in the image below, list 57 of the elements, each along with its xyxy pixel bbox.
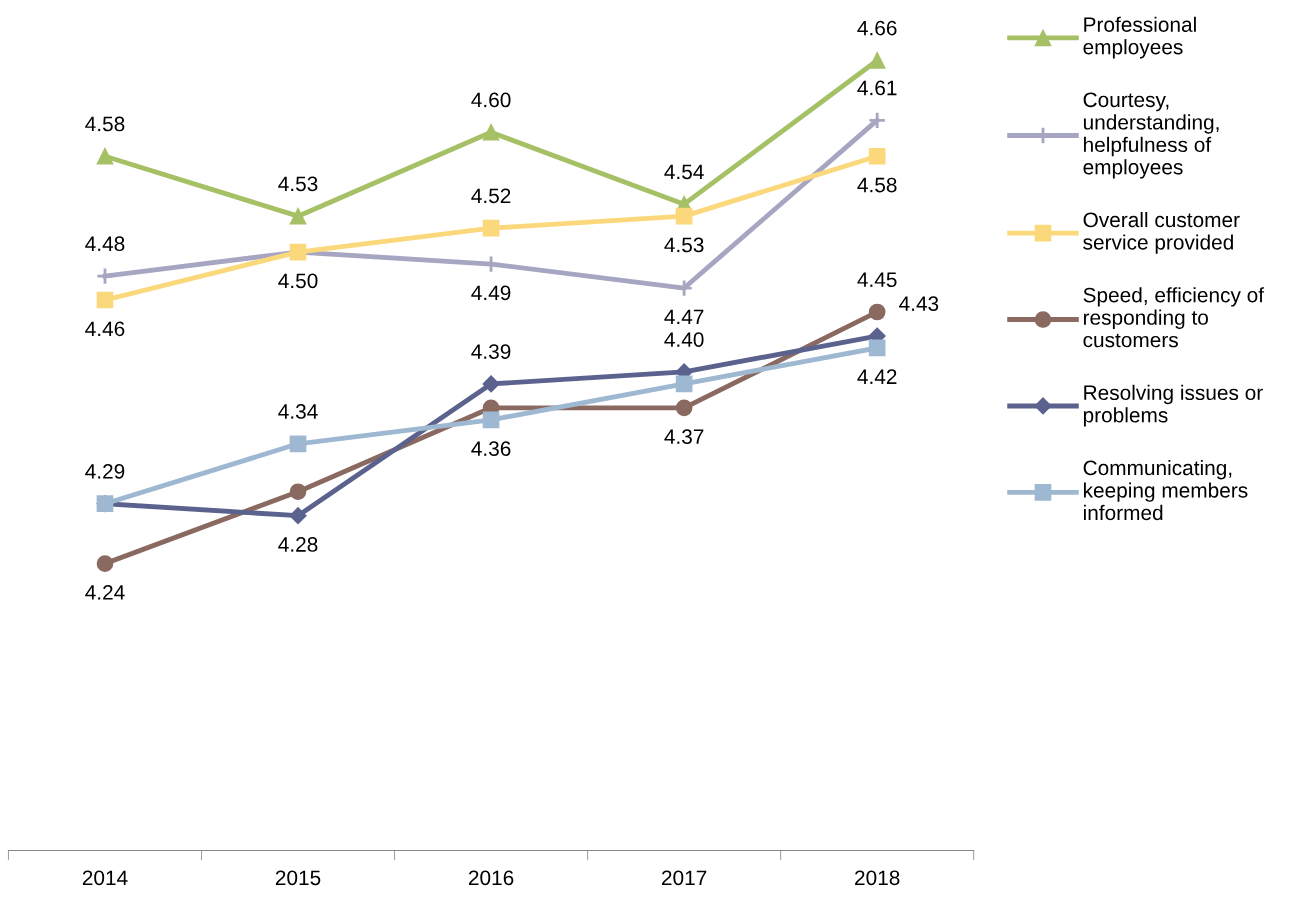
data-label: 4.36 — [471, 441, 511, 456]
data-label: 4.47 — [664, 309, 704, 324]
x-tick-label: 2017 — [662, 870, 707, 886]
point — [675, 279, 694, 298]
point — [868, 111, 887, 130]
legend-label: Courtesy, understanding, helpfulness of employees — [1083, 92, 1219, 179]
legend-label: Overall customer service provided — [1083, 211, 1240, 254]
point — [675, 399, 693, 417]
legend-label: Speed, efficiency of responding to customers — [1083, 287, 1265, 348]
point — [96, 147, 114, 165]
data-label: 4.54 — [664, 164, 704, 180]
data-label: 4.48 — [85, 236, 125, 252]
data-label: 4.39 — [471, 344, 511, 359]
data-label: 4.58 — [85, 116, 125, 132]
point — [868, 339, 886, 357]
point — [482, 219, 500, 237]
x-tick-label: 2015 — [275, 870, 321, 886]
point — [675, 375, 693, 393]
x-tick-label: 2014 — [82, 870, 128, 886]
data-label: 4.50 — [278, 273, 318, 289]
point — [289, 507, 307, 525]
point — [868, 303, 886, 321]
data-label: 4.42 — [857, 369, 897, 384]
data-label: 4.61 — [857, 80, 897, 96]
x-tick-label: 2018 — [855, 870, 900, 886]
point — [482, 375, 500, 393]
data-label: 4.60 — [471, 92, 511, 108]
legend-label: Communicating, keeping members informed — [1083, 459, 1248, 521]
data-label: 4.58 — [857, 177, 897, 193]
x-tick-label: 2016 — [468, 870, 514, 886]
data-label: 4.49 — [471, 285, 511, 301]
data-label: 4.37 — [664, 429, 704, 444]
data-label: 4.46 — [85, 321, 125, 337]
point — [96, 291, 114, 309]
data-label: 4.53 — [278, 176, 318, 192]
data-label: 4.52 — [471, 188, 511, 204]
legend-label: Professional employees — [1083, 16, 1196, 59]
data-label: 4.45 — [857, 272, 897, 288]
data-label: 4.28 — [278, 537, 318, 552]
point — [868, 147, 886, 165]
point — [95, 267, 114, 286]
point — [482, 411, 500, 429]
data-label: 4.40 — [664, 332, 704, 347]
data-label: 4.24 — [85, 585, 125, 600]
data-label: 4.29 — [85, 463, 125, 479]
point — [482, 123, 500, 141]
point — [289, 207, 307, 225]
data-label: 4.53 — [664, 237, 704, 253]
point — [289, 435, 307, 453]
data-label: 4.34 — [278, 404, 318, 419]
legend-label: Resolving issues or problems — [1083, 384, 1263, 427]
point — [868, 52, 886, 69]
data-label: 4.43 — [899, 296, 939, 311]
point — [289, 483, 307, 501]
point — [675, 207, 693, 225]
point — [96, 555, 114, 572]
data-label: 4.66 — [857, 20, 897, 36]
